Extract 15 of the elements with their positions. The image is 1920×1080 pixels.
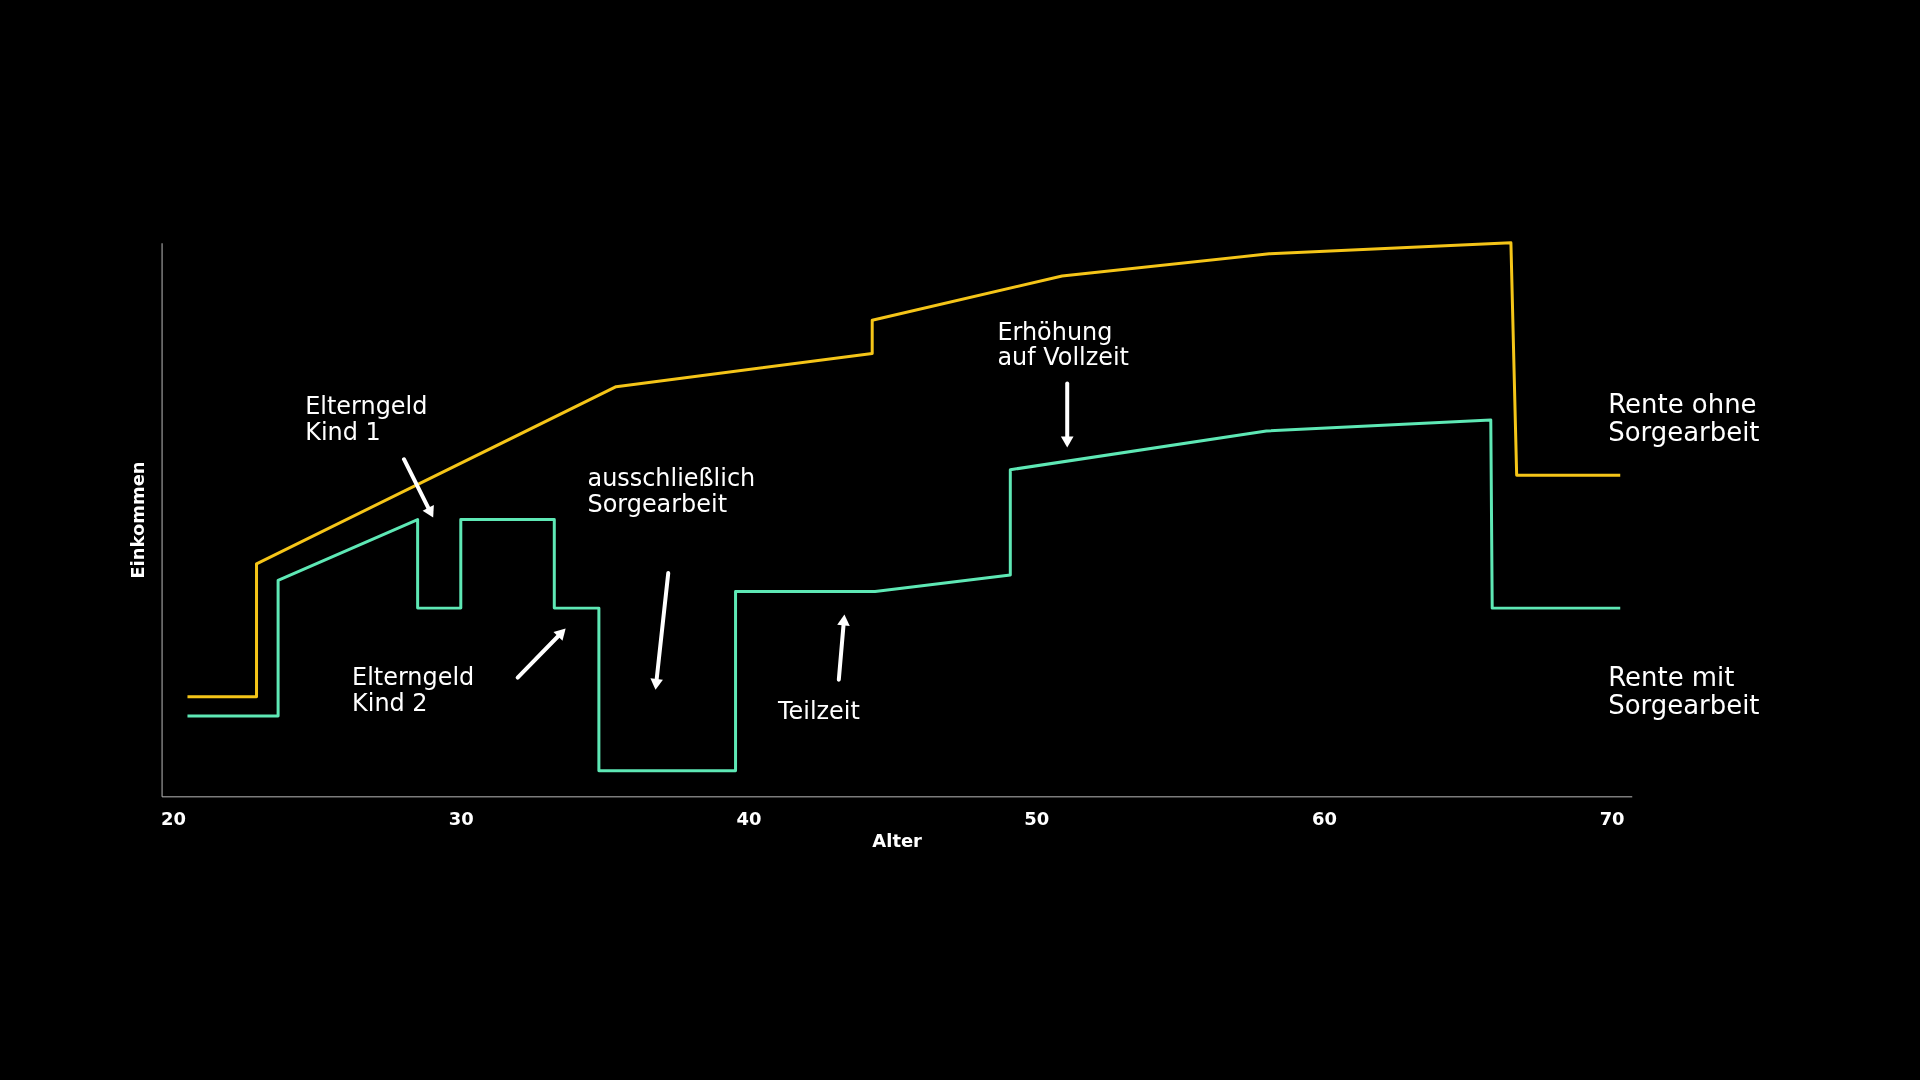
annotation: Elterngeld Kind 1: [305, 392, 428, 447]
annotation: Teilzeit: [776, 696, 860, 725]
x-tick-label: 60: [1311, 807, 1337, 829]
annotation: Elterngeld Kind 2: [352, 662, 475, 717]
series-label: Rente ohne Sorgearbeit: [1608, 389, 1760, 448]
x-tick-label: 30: [448, 807, 474, 829]
y-axis-title: Einkommen: [127, 461, 149, 579]
x-tick-label: 70: [1599, 807, 1625, 829]
annotation: ausschließlich Sorgearbeit: [587, 464, 756, 519]
x-axis-title: Alter: [872, 829, 923, 851]
annotation: Erhöhung auf Vollzeit: [997, 317, 1129, 372]
x-tick-label: 40: [736, 807, 762, 829]
x-tick-label: 20: [161, 807, 187, 829]
x-tick-label: 50: [1024, 807, 1050, 829]
text: Rente mit Sorgearbeit: [1608, 661, 1760, 720]
